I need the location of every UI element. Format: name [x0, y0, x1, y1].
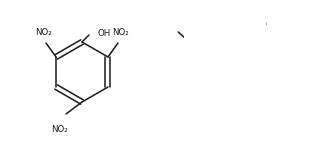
- Text: NO₂: NO₂: [112, 28, 129, 37]
- Text: N: N: [184, 67, 190, 77]
- Text: NO₂: NO₂: [52, 125, 68, 134]
- Text: N: N: [240, 38, 246, 48]
- Text: NO₂: NO₂: [35, 28, 51, 37]
- Bar: [184, 0, 266, 99]
- Text: OH: OH: [97, 29, 110, 37]
- Text: N: N: [188, 69, 195, 78]
- Text: N: N: [245, 37, 252, 45]
